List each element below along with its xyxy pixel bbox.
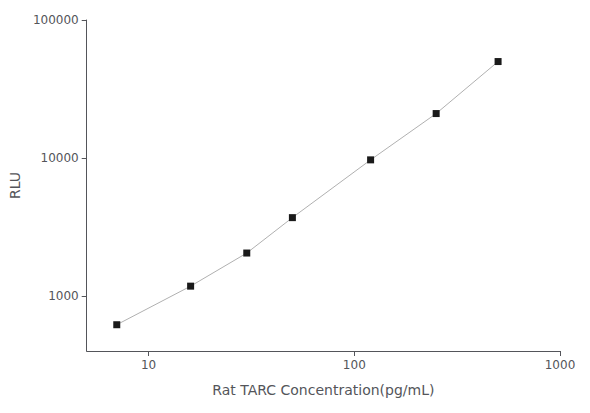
svg-text:100000: 100000 <box>33 13 79 27</box>
svg-text:RLU: RLU <box>7 172 23 199</box>
svg-text:10000: 10000 <box>41 151 79 165</box>
svg-text:Rat TARC Concentration(pg/mL): Rat TARC Concentration(pg/mL) <box>212 382 434 398</box>
svg-text:10: 10 <box>141 358 156 372</box>
svg-text:100: 100 <box>343 358 366 372</box>
svg-text:1000: 1000 <box>545 358 576 372</box>
svg-text:1000: 1000 <box>48 289 79 303</box>
